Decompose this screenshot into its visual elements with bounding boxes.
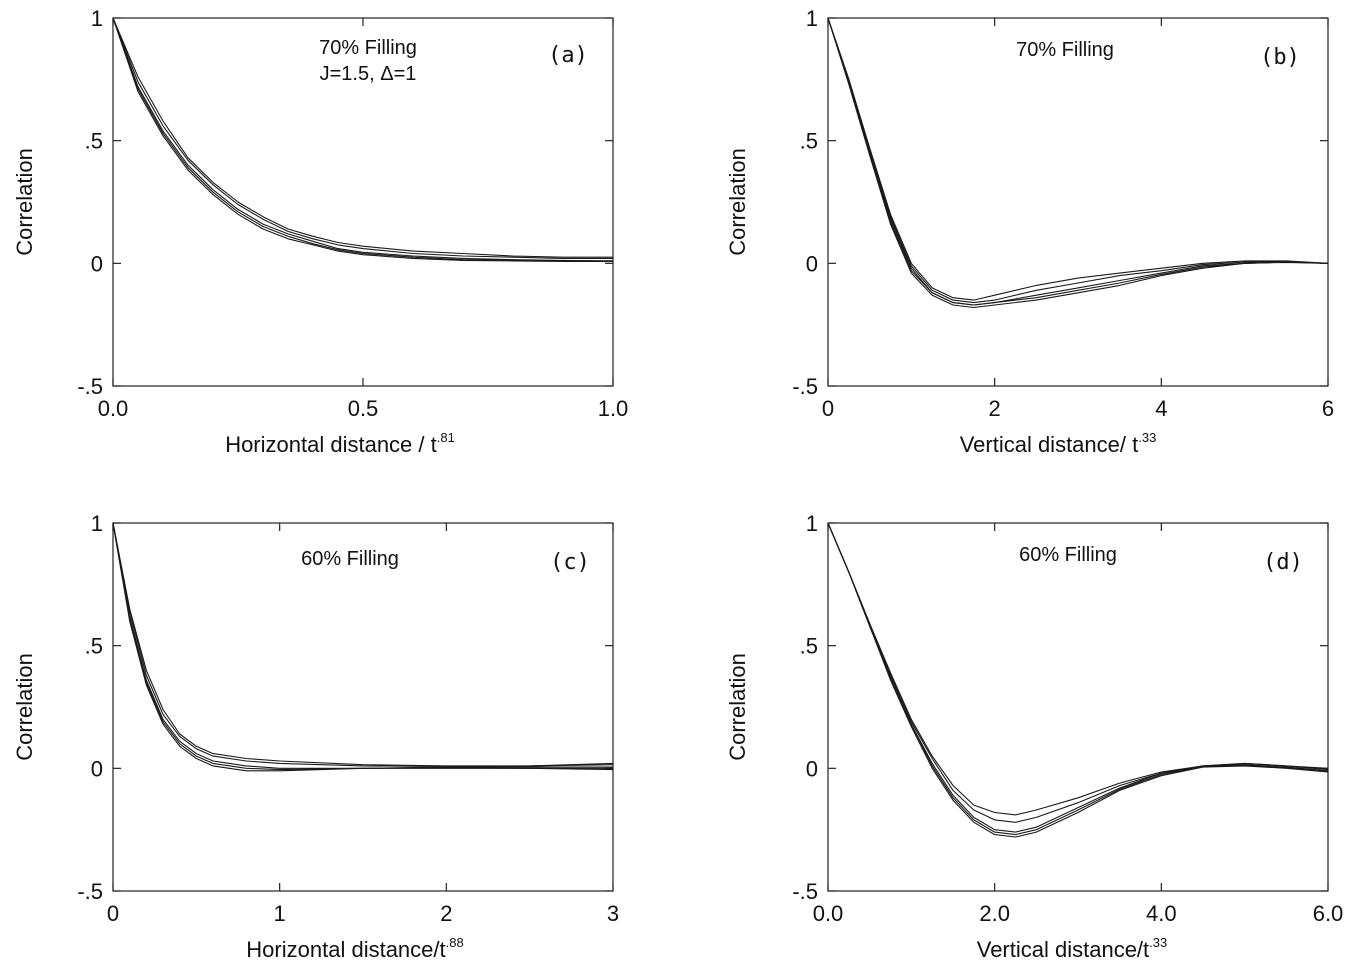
panel-b-series-line [827,17,1329,306]
panel-b-series-line [827,17,1329,309]
panel-a-series-line [112,17,613,262]
panel-d-ytick-label: -.5 [792,879,818,904]
panel-d-xlabel-text: Vertical distance/t [977,937,1149,962]
panel-c-xlabel-exponent: .88 [446,935,464,950]
panel-d: -.5 0 .5 1 0.0 2.0 4.0 6.0 Correlation 60% Fill… [725,511,1343,962]
panel-b-xlabel-exponent: .33 [1138,430,1156,445]
panel-b-xtick-label: 6 [1322,396,1334,421]
panel-b-series-line [827,17,1329,301]
panel-b: -.50.510 2 4 6 Correlation 70% Filling (b) … [725,6,1334,457]
panel-b-xlabel: Vertical distance/ t.33 [960,430,1157,457]
panel-a-ytick-label: 0 [91,251,103,276]
panel-b-ytick-label: -.5 [792,374,818,399]
panel-b-ytick-label: .5 [800,129,818,154]
panel-c-frame [112,522,614,892]
panel-a-ytick-label: -.5 [77,374,103,399]
panel-a-xtick-label: 1.0 [598,396,629,421]
panel-d-series-line [827,522,1329,823]
panel-c-ytick-label: 0 [91,756,103,781]
panel-a-ytick-label: 1 [91,6,103,31]
panel-a-xtick-label: 0.0 [98,396,129,421]
panel-a-title: 70% Filling [319,37,417,59]
panel-c-ytick-label: 1 [91,511,103,536]
panel-a-xlabel-text: Horizontal distance / t [225,432,437,457]
panel-d-frame [827,522,1329,892]
panel-c-title: 60% Filling [301,548,399,570]
panel-a-ytick-label: .5 [85,129,103,154]
panel-d-tag: (d) [1263,550,1303,575]
panel-d-ylabel: Correlation [725,653,750,761]
panel-a-ylabel: Correlation [12,148,37,256]
panel-c-series-line [112,522,614,767]
panel-b-xlabel-text: Vertical distance/ t [960,432,1139,457]
panel-b-frame [827,17,1329,387]
panel-c-xtick-label: 2 [440,901,452,926]
panel-c-xlabel: Horizontal distance/t.88 [246,935,463,962]
panel-a-tag: (a) [548,43,588,68]
panel-c-xlabel-text: Horizontal distance/t [246,937,445,962]
panel-c-ytick-label: -.5 [77,879,103,904]
panel-a-series-line [112,17,613,262]
panel-d-ytick-label: 0 [806,756,818,781]
panel-a-plot: -.50.510.0 0.5 1.0 [77,6,628,421]
panel-b-ylabel: Correlation [725,148,750,256]
panel-c-xtick-label: 1 [274,901,286,926]
panel-a-series-line [112,17,613,259]
panel-b-tag: (b) [1260,45,1300,70]
panel-c-ytick-label: .5 [85,634,103,659]
panel-b-xtick-label: 4 [1155,396,1167,421]
panel-d-series-line [827,522,1329,838]
panel-c-ylabel: Correlation [12,653,37,761]
panel-a-xlabel: Horizontal distance / t.81 [225,430,455,457]
panel-d-xtick-label: 0.0 [813,901,844,926]
panel-c-tag: (c) [550,550,590,575]
panel-c-series-line [112,522,614,771]
panel-d-xtick-label: 4.0 [1146,901,1177,926]
panel-a-xtick-label: 0.5 [348,396,379,421]
panel-d-xlabel: Vertical distance/t.33 [977,935,1168,962]
panel-d-series-line [827,522,1329,833]
panel-d-series-line [827,522,1329,816]
panel-b-ytick-label: 1 [806,6,818,31]
panel-a-series-line [112,17,613,258]
panel-d-title: 60% Filling [1019,544,1117,566]
panel-d-xtick-label: 2.0 [979,901,1010,926]
panel-c-xtick-label: 3 [607,901,619,926]
panel-a-subtitle: J=1.5, Δ=1 [320,63,417,85]
panel-a-xlabel-exponent: .81 [437,430,455,445]
panel-c-plot: -.50.510 1 2 3 [77,511,619,926]
panel-d-xtick-label: 6.0 [1313,901,1344,926]
panel-c-xtick-label: 0 [107,901,119,926]
panel-a: -.50.510.0 0.5 1.0 Correlation 70% Filling… [12,6,628,457]
panel-d-plot: -.5 0 .5 1 0.0 2.0 4.0 6.0 [792,511,1343,926]
panel-d-ytick-label: 1 [806,511,818,536]
panel-b-ytick-label: 0 [806,251,818,276]
panel-b-xtick-label: 0 [822,396,834,421]
panel-b-plot: -.50.510 2 4 6 [792,6,1334,421]
panel-a-series-line [112,17,614,262]
panel-b-xtick-label: 2 [989,396,1001,421]
panel-c-series-line [112,522,613,772]
panel-b-title: 70% Filling [1016,39,1114,61]
panel-d-xlabel-exponent: .33 [1149,935,1167,950]
panel-b-series-line [827,17,1329,304]
panel-d-ytick-label: .5 [800,634,818,659]
panel-c: -.50.510 1 2 3 Correlation 60% Filling (c) … [12,511,619,962]
panel-d-series-line [827,522,1329,836]
